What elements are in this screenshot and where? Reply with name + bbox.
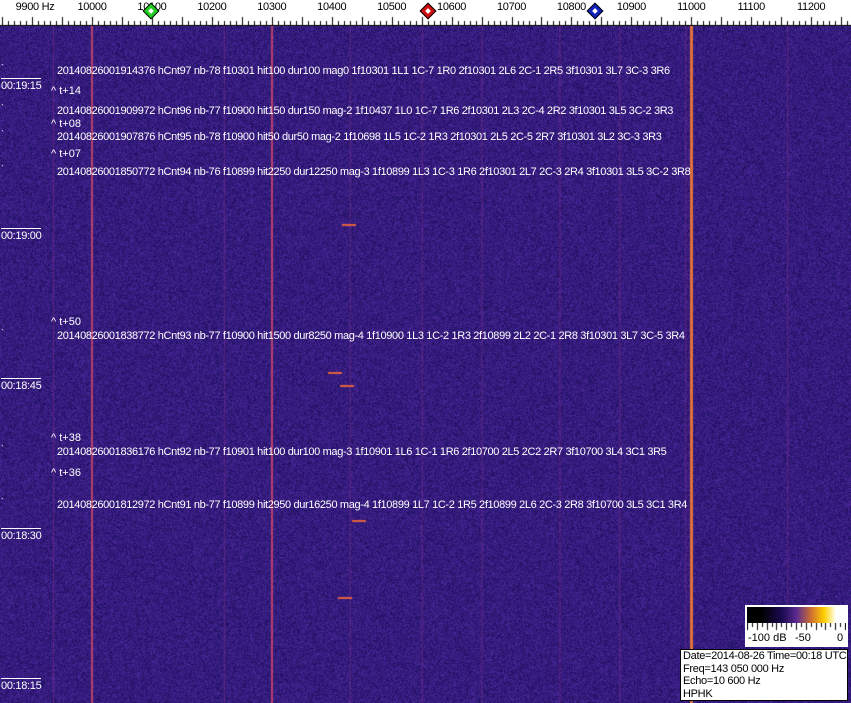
scale-label-min: -100 dB bbox=[748, 632, 787, 644]
scale-label-mid: -50 bbox=[795, 632, 811, 644]
row-marker: ` bbox=[1, 164, 4, 174]
frequency-unit-label: 9900 Hz bbox=[15, 1, 55, 13]
row-marker: ` bbox=[1, 103, 4, 113]
time-label: 00:19:00 bbox=[1, 228, 42, 242]
station-text: HPHK bbox=[683, 687, 713, 700]
info-box: Date=2014-08-26 Time=00:18 UTC Freq=143 … bbox=[680, 649, 848, 701]
frequency-tick-label: 11200 bbox=[797, 1, 826, 13]
frequency-tick-label: 10200 bbox=[197, 1, 227, 13]
frequency-axis: 9900 Hz 10000101001020010300104001050010… bbox=[0, 0, 851, 26]
detection-line: 20140826001907876 hCnt95 nb-78 f10900 hi… bbox=[57, 131, 662, 143]
frequency-tick-label: 10400 bbox=[317, 1, 347, 13]
frequency-tick-label: 10700 bbox=[496, 1, 527, 13]
row-marker: ` bbox=[1, 129, 4, 139]
detection-line: 20140826001812972 hCnt91 nb-77 f10899 hi… bbox=[57, 499, 688, 511]
time-label: 00:18:15 bbox=[1, 678, 42, 692]
time-offset-annotation: ^ t+50 bbox=[51, 316, 81, 328]
date-time-text: Date=2014-08-26 Time=00:18 UTC bbox=[683, 650, 847, 662]
echo-text: Echo=10 600 Hz bbox=[683, 675, 761, 687]
color-scale-ticks bbox=[747, 623, 846, 633]
row-marker: ` bbox=[1, 63, 4, 73]
frequency-tick-label: 10600 bbox=[437, 1, 467, 13]
time-label: 00:18:30 bbox=[1, 528, 42, 542]
row-marker: ` bbox=[1, 328, 4, 338]
time-offset-annotation: ^ t+38 bbox=[51, 432, 81, 444]
time-offset-annotation: ^ t+07 bbox=[51, 148, 81, 160]
detection-line: 20140826001914376 hCnt97 nb-78 f10301 hi… bbox=[57, 65, 670, 77]
time-label: 00:18:45 bbox=[1, 378, 42, 392]
time-label: 00:19:15 bbox=[1, 78, 42, 92]
detection-line: 20140826001838772 hCnt93 nb-77 f10900 hi… bbox=[57, 330, 685, 342]
frequency-tick-label: 10000 bbox=[77, 1, 107, 13]
frequency-ticks bbox=[0, 14, 851, 26]
color-scale-gradient bbox=[747, 607, 846, 623]
frequency-tick-label: 11000 bbox=[677, 1, 706, 13]
detection-line: 20140826001836176 hCnt92 nb-77 f10901 hi… bbox=[57, 446, 667, 458]
time-offset-annotation: ^ t+14 bbox=[51, 85, 81, 97]
color-scale: -100 dB -50 0 bbox=[745, 605, 848, 647]
frequency-tick-label: 10500 bbox=[377, 1, 407, 13]
frequency-tick-label: 10800 bbox=[556, 1, 586, 13]
detection-line: 20140826001850772 hCnt94 nb-76 f10899 hi… bbox=[57, 166, 691, 178]
detection-line: 20140826001909972 hCnt96 nb-77 f10900 hi… bbox=[57, 105, 674, 117]
scale-label-max: 0 bbox=[837, 632, 844, 644]
row-marker: ` bbox=[1, 444, 4, 454]
time-offset-annotation: ^ t+08 bbox=[51, 118, 81, 130]
row-marker: ` bbox=[1, 497, 4, 507]
frequency-tick-label: 10300 bbox=[257, 1, 287, 13]
frequency-text: Freq=143 050 000 Hz bbox=[683, 662, 785, 675]
frequency-tick-label: 11100 bbox=[737, 1, 765, 13]
spectrogram-waterfall bbox=[0, 26, 851, 703]
frequency-tick-label: 10900 bbox=[616, 1, 646, 13]
time-offset-annotation: ^ t+36 bbox=[51, 467, 81, 479]
